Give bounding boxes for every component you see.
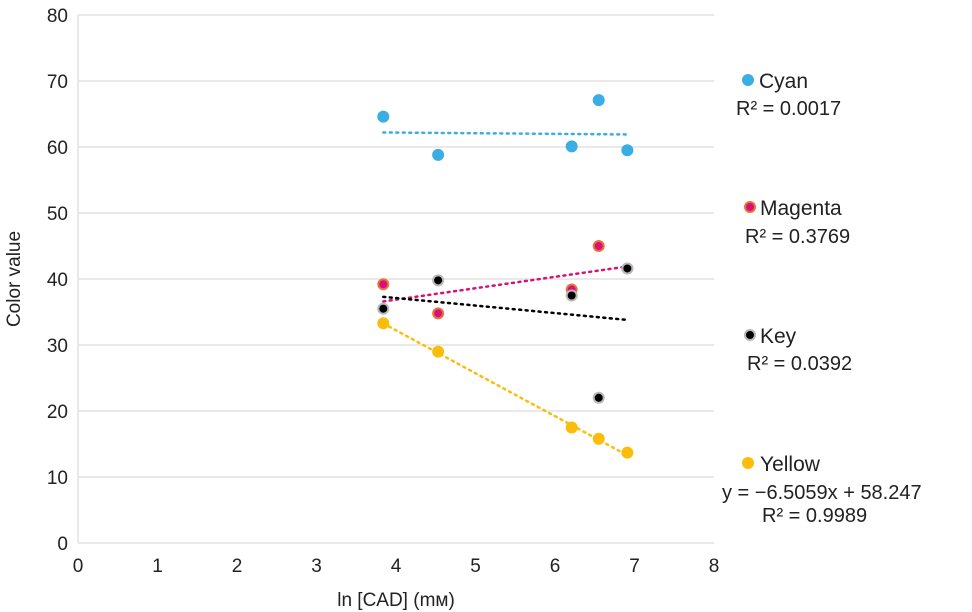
x-tick-label: 5: [470, 556, 481, 577]
x-tick-label: 3: [311, 556, 322, 577]
y-tick-label: 40: [47, 270, 68, 291]
data-point-key: [621, 262, 634, 275]
data-point-key: [377, 302, 390, 315]
x-tick-label: 2: [232, 556, 243, 577]
x-tick-label: 4: [391, 556, 402, 577]
x-tick-label: 8: [709, 556, 720, 577]
data-point-cyan: [621, 144, 634, 157]
data-point-key: [432, 274, 445, 287]
y-tick-label: 20: [47, 402, 68, 423]
y-tick-label: 70: [47, 72, 68, 93]
legend-marker-cyan: [742, 74, 754, 86]
y-tick-labels: 0 10 20 30 40 50 60 70 80: [47, 6, 68, 555]
legend-label-yellow: Yellow: [760, 453, 821, 476]
legend: Cyan R² = 0.0017 Magenta R² = 0.3769 Key R² =…: [722, 70, 922, 527]
data-point-cyan: [565, 140, 578, 153]
data-point-magenta: [592, 240, 605, 252]
gridlines: [77, 14, 714, 544]
data-point-yellow: [621, 446, 634, 459]
data-point-magenta: [432, 307, 445, 320]
y-tick-label: 60: [47, 138, 68, 159]
data-point-cyan: [592, 94, 605, 107]
r-squared-label: R² = 0.3769: [745, 226, 850, 248]
trendline-yellow: [382, 322, 629, 457]
r-squared-label: R² = 0.9989: [762, 505, 867, 527]
data-point-magenta: [377, 278, 390, 291]
y-tick-label: 50: [47, 204, 68, 225]
x-tick-label: 7: [629, 556, 640, 577]
x-tick-label: 0: [73, 556, 84, 577]
legend-marker-key: [744, 329, 756, 341]
legend-label-key: Key: [760, 325, 797, 348]
trendline-cyan: [382, 131, 629, 136]
trendline-equation: y = −6.5059x + 58.247: [722, 482, 922, 504]
trendlines: [382, 131, 629, 457]
x-tick-labels: 0 1 2 3 4 5 6 7 8: [73, 556, 720, 577]
r-squared-label: R² = 0.0392: [747, 353, 852, 375]
r-squared-label: R² = 0.0017: [736, 98, 841, 120]
legend-label-magenta: Magenta: [760, 197, 842, 220]
data-point-cyan: [432, 148, 445, 161]
legend-marker-magenta: [744, 201, 756, 213]
x-tick-label: 6: [550, 556, 561, 577]
trendline-key: [382, 295, 629, 322]
x-axis-label: ln [CAD] (mᴍ): [337, 590, 455, 611]
data-point-yellow: [592, 432, 605, 445]
y-tick-label: 80: [47, 6, 68, 27]
x-tick-label: 1: [152, 556, 163, 577]
data-point-yellow: [432, 345, 445, 358]
trendline-magenta: [382, 265, 629, 303]
legend-label-cyan: Cyan: [759, 70, 808, 93]
y-tick-label: 10: [47, 468, 68, 489]
data-points: [377, 94, 634, 459]
data-point-cyan: [377, 110, 390, 123]
data-point-yellow: [377, 317, 390, 330]
data-point-key: [592, 391, 605, 404]
data-point-yellow: [565, 421, 578, 434]
data-point-key: [565, 289, 578, 302]
y-tick-label: 0: [57, 534, 68, 555]
legend-marker-yellow: [742, 457, 754, 469]
y-axis-label: Color value: [4, 231, 25, 327]
y-tick-label: 30: [47, 336, 68, 357]
